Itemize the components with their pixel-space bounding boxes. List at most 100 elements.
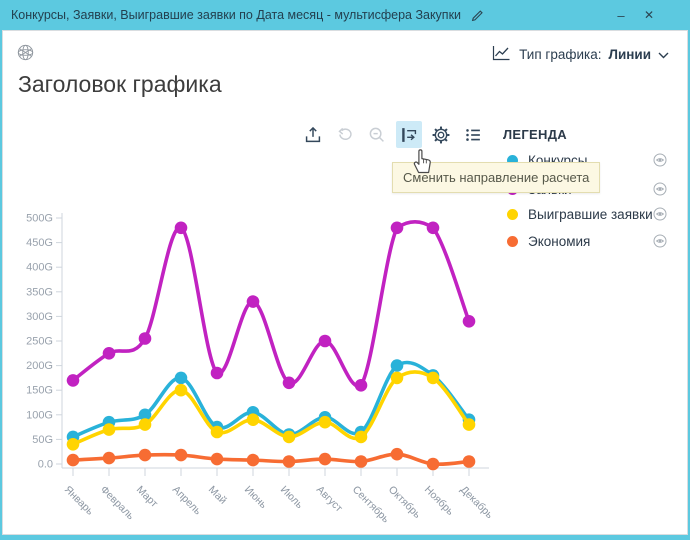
data-point[interactable] bbox=[390, 221, 404, 235]
data-point[interactable] bbox=[318, 415, 332, 429]
data-point[interactable] bbox=[210, 425, 224, 439]
chevron-down-icon bbox=[658, 47, 669, 62]
legend-item-label: Выигравшие заявки bbox=[528, 206, 653, 222]
data-point[interactable] bbox=[246, 295, 260, 308]
data-point[interactable] bbox=[390, 371, 404, 385]
data-point[interactable] bbox=[462, 315, 476, 328]
x-tick-label: Ноябрь bbox=[422, 484, 457, 519]
x-axis-title: Дата месяц bbox=[243, 537, 307, 538]
legend-item-vyigravshie[interactable]: Выигравшие заявки bbox=[499, 201, 675, 227]
close-button[interactable]: ✕ bbox=[643, 8, 655, 22]
chart-type-label: Тип графика: bbox=[519, 47, 602, 62]
x-tick-label: Май bbox=[206, 484, 229, 507]
multisphere-icon bbox=[17, 44, 34, 66]
edit-title-icon[interactable] bbox=[470, 8, 484, 22]
y-tick-label: 50G bbox=[32, 434, 53, 446]
data-point[interactable] bbox=[138, 332, 152, 345]
zoom-out-button[interactable] bbox=[364, 121, 390, 148]
x-tick-label: Сентябрь bbox=[350, 484, 392, 526]
y-tick-label: 500G bbox=[26, 213, 53, 225]
data-point[interactable] bbox=[66, 438, 80, 451]
series-line bbox=[71, 452, 471, 467]
visibility-eye-icon[interactable] bbox=[653, 153, 667, 172]
x-tick-label: Июнь bbox=[242, 484, 270, 512]
data-point[interactable] bbox=[138, 408, 152, 422]
undo-button[interactable] bbox=[332, 121, 358, 148]
x-tick-label: Апрель bbox=[170, 484, 204, 518]
y-tick-label: 150G bbox=[26, 385, 53, 397]
x-tick-label: Июль bbox=[278, 484, 306, 512]
window-title: Конкурсы, Заявки, Выигравшие заявки по Д… bbox=[11, 8, 462, 22]
data-point[interactable] bbox=[282, 430, 296, 444]
data-point[interactable] bbox=[102, 423, 116, 436]
export-button[interactable] bbox=[300, 121, 326, 148]
data-point[interactable] bbox=[426, 221, 440, 235]
series-color-dot bbox=[507, 208, 518, 220]
y-tick-label: 100G bbox=[26, 409, 53, 421]
settings-gear-button[interactable] bbox=[428, 121, 454, 148]
window-titlebar: Конкурсы, Заявки, Выигравшие заявки по Д… bbox=[0, 0, 690, 30]
x-tick-label: Январь bbox=[62, 484, 96, 518]
data-point[interactable] bbox=[102, 347, 116, 360]
data-point[interactable] bbox=[138, 448, 152, 462]
minimize-button[interactable]: – bbox=[617, 7, 625, 23]
tooltip: Сменить направление расчета bbox=[392, 162, 601, 193]
chart-type-selector[interactable]: Тип графика: Линии bbox=[491, 44, 669, 65]
data-point[interactable] bbox=[174, 221, 188, 235]
data-point[interactable] bbox=[354, 379, 368, 392]
data-point[interactable] bbox=[66, 453, 80, 467]
visibility-eye-icon[interactable] bbox=[653, 182, 667, 201]
series-color-dot bbox=[507, 154, 518, 166]
data-point[interactable] bbox=[390, 359, 404, 372]
y-tick-label: 450G bbox=[26, 237, 53, 249]
y-tick-label: 0.0 bbox=[38, 459, 53, 471]
line-chart: 0.0 50G 100G 150G 200G 250G 300G 350G 400G 450G 50… bbox=[26, 213, 496, 539]
window-content: Тип графика: Линии Заголовок графика bbox=[2, 30, 688, 539]
data-point[interactable] bbox=[210, 366, 224, 380]
data-point[interactable] bbox=[318, 452, 332, 466]
legend-item-ekonomiya[interactable]: Экономия bbox=[499, 228, 675, 254]
y-tick-label: 250G bbox=[26, 336, 53, 348]
data-point[interactable] bbox=[354, 430, 368, 444]
data-point[interactable] bbox=[390, 447, 404, 461]
data-point[interactable] bbox=[282, 455, 296, 468]
data-point[interactable] bbox=[246, 453, 260, 467]
data-point[interactable] bbox=[174, 383, 188, 397]
change-calc-direction-button[interactable] bbox=[396, 121, 422, 148]
data-point[interactable] bbox=[246, 413, 260, 427]
page-title: Заголовок графика bbox=[18, 71, 222, 97]
line-chart-type-icon bbox=[491, 44, 512, 65]
x-tick-label: Декабрь bbox=[458, 484, 496, 522]
visibility-eye-icon[interactable] bbox=[653, 207, 667, 226]
legend-item-label: Экономия bbox=[528, 233, 591, 249]
y-tick-label: 350G bbox=[26, 286, 53, 298]
x-tick-label: Февраль bbox=[98, 484, 137, 523]
legend-title: ЛЕГЕНДА bbox=[503, 127, 567, 142]
data-point[interactable] bbox=[282, 376, 296, 390]
data-point[interactable] bbox=[66, 374, 80, 387]
data-point[interactable] bbox=[426, 457, 440, 471]
y-tick-label: 400G bbox=[26, 262, 53, 274]
data-point[interactable] bbox=[462, 418, 476, 431]
data-point[interactable] bbox=[318, 334, 332, 348]
visibility-eye-icon[interactable] bbox=[653, 234, 667, 253]
data-point[interactable] bbox=[174, 448, 188, 462]
x-tick-label: Август bbox=[314, 484, 345, 515]
series-line bbox=[71, 370, 471, 447]
data-point[interactable] bbox=[210, 452, 224, 466]
series-color-dot bbox=[507, 235, 518, 247]
chart-type-value: Линии bbox=[608, 47, 651, 62]
data-point[interactable] bbox=[174, 371, 188, 385]
data-point[interactable] bbox=[462, 455, 476, 468]
cursor-pointer bbox=[410, 147, 433, 179]
data-point[interactable] bbox=[426, 371, 440, 385]
legend-list-button[interactable] bbox=[460, 121, 486, 148]
y-tick-label: 300G bbox=[26, 311, 53, 323]
data-point[interactable] bbox=[138, 418, 152, 431]
y-tick-label: 200G bbox=[26, 360, 53, 372]
data-point[interactable] bbox=[354, 455, 368, 468]
data-point[interactable] bbox=[102, 451, 116, 465]
x-tick-label: Март bbox=[134, 484, 160, 510]
toolbar bbox=[300, 121, 486, 149]
